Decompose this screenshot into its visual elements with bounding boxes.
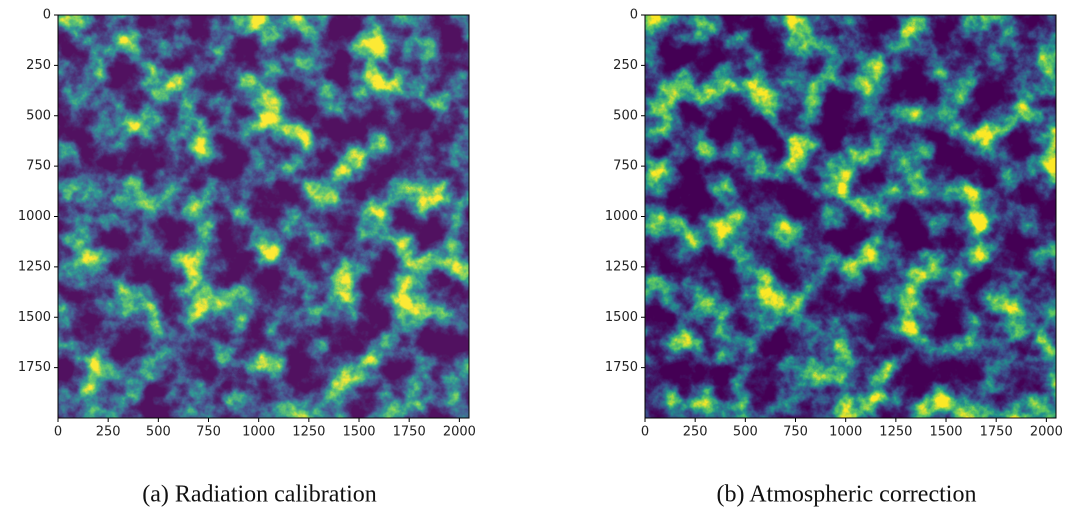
x-tick-label: 1000	[829, 425, 862, 440]
x-tick-label: 1000	[242, 425, 275, 440]
y-tick-label: 0	[630, 8, 638, 23]
caption: (b) Atmospheric correction	[717, 482, 977, 508]
y-tick-label: 250	[26, 58, 51, 73]
x-tick-label: 250	[96, 425, 121, 440]
x-tick-label: 500	[146, 425, 171, 440]
y-tick-label: 1250	[605, 259, 638, 274]
y-tick-label: 1750	[605, 360, 638, 375]
y-tick-label: 1500	[605, 310, 638, 325]
x-tick-label: 1500	[342, 425, 375, 440]
image	[58, 15, 469, 418]
caption: (a) Radiation calibration	[142, 482, 377, 508]
x-tick-label: 1250	[879, 425, 912, 440]
y-tick-label: 1000	[605, 209, 638, 224]
x-tick-label: 1750	[393, 425, 426, 440]
y-tick-label: 1000	[18, 209, 51, 224]
x-tick-label: 250	[683, 425, 708, 440]
y-tick-label: 250	[613, 58, 638, 73]
image	[645, 15, 1056, 418]
y-tick-label: 1500	[18, 310, 51, 325]
x-tick-label: 0	[641, 425, 649, 440]
x-tick-label: 750	[196, 425, 221, 440]
x-tick-label: 2000	[443, 425, 476, 440]
x-tick-label: 1500	[929, 425, 962, 440]
x-tick-label: 1750	[980, 425, 1013, 440]
x-tick-label: 500	[733, 425, 758, 440]
y-tick-label: 500	[26, 108, 51, 123]
y-tick-label: 1250	[18, 259, 51, 274]
x-tick-label: 1250	[292, 425, 325, 440]
x-tick-label: 0	[54, 425, 62, 440]
x-tick-label: 750	[783, 425, 808, 440]
y-tick-label: 750	[613, 159, 638, 174]
y-tick-label: 1750	[18, 360, 51, 375]
y-tick-label: 750	[26, 159, 51, 174]
x-tick-label: 2000	[1030, 425, 1063, 440]
y-tick-label: 0	[43, 8, 51, 23]
y-tick-label: 500	[613, 108, 638, 123]
